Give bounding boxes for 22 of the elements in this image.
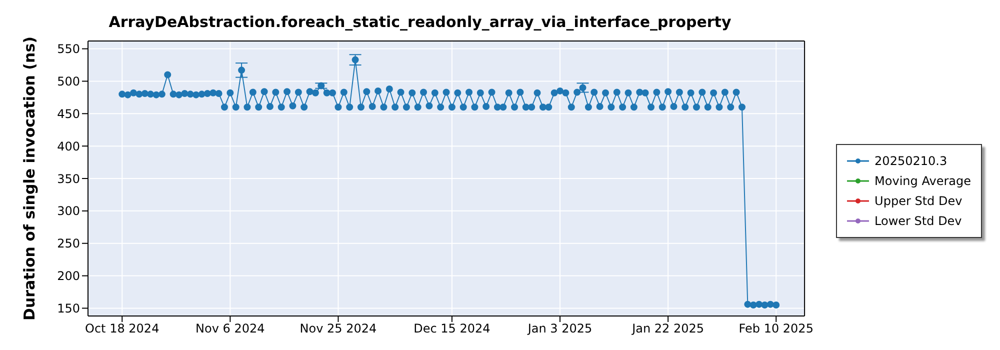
legend-label: Moving Average [874, 174, 971, 188]
legend-label: 20250210.3 [874, 154, 948, 168]
x-tick-label: Feb 10 2025 [738, 322, 814, 336]
y-tick-label: 150 [57, 301, 80, 316]
x-tick-label: Oct 18 2024 [85, 322, 160, 336]
y-tick-label: 400 [57, 139, 80, 154]
x-tick-label: Jan 22 2025 [631, 322, 704, 336]
y-tick-label: 500 [57, 74, 80, 88]
y-tick-label: 250 [57, 236, 80, 251]
y-axis-title: Duration of single invocation (ns) [20, 36, 38, 320]
x-tick-label: Nov 6 2024 [196, 322, 265, 336]
y-tick-label: 550 [57, 42, 80, 56]
chart-title: ArrayDeAbstraction.foreach_static_readonly_array_via_interface_property [108, 12, 732, 33]
y-tick-label: 450 [57, 106, 80, 121]
y-tick-label: 200 [57, 269, 80, 284]
y-tick-label: 300 [57, 204, 80, 218]
x-tick-label: Dec 15 2024 [414, 322, 490, 336]
x-tick-label: Jan 3 2025 [526, 322, 592, 336]
x-tick-label: Nov 25 2024 [300, 322, 377, 336]
legend-label: Upper Std Dev [874, 194, 962, 208]
legend-label: Lower Std Dev [874, 214, 962, 228]
y-tick-label: 350 [57, 172, 80, 186]
